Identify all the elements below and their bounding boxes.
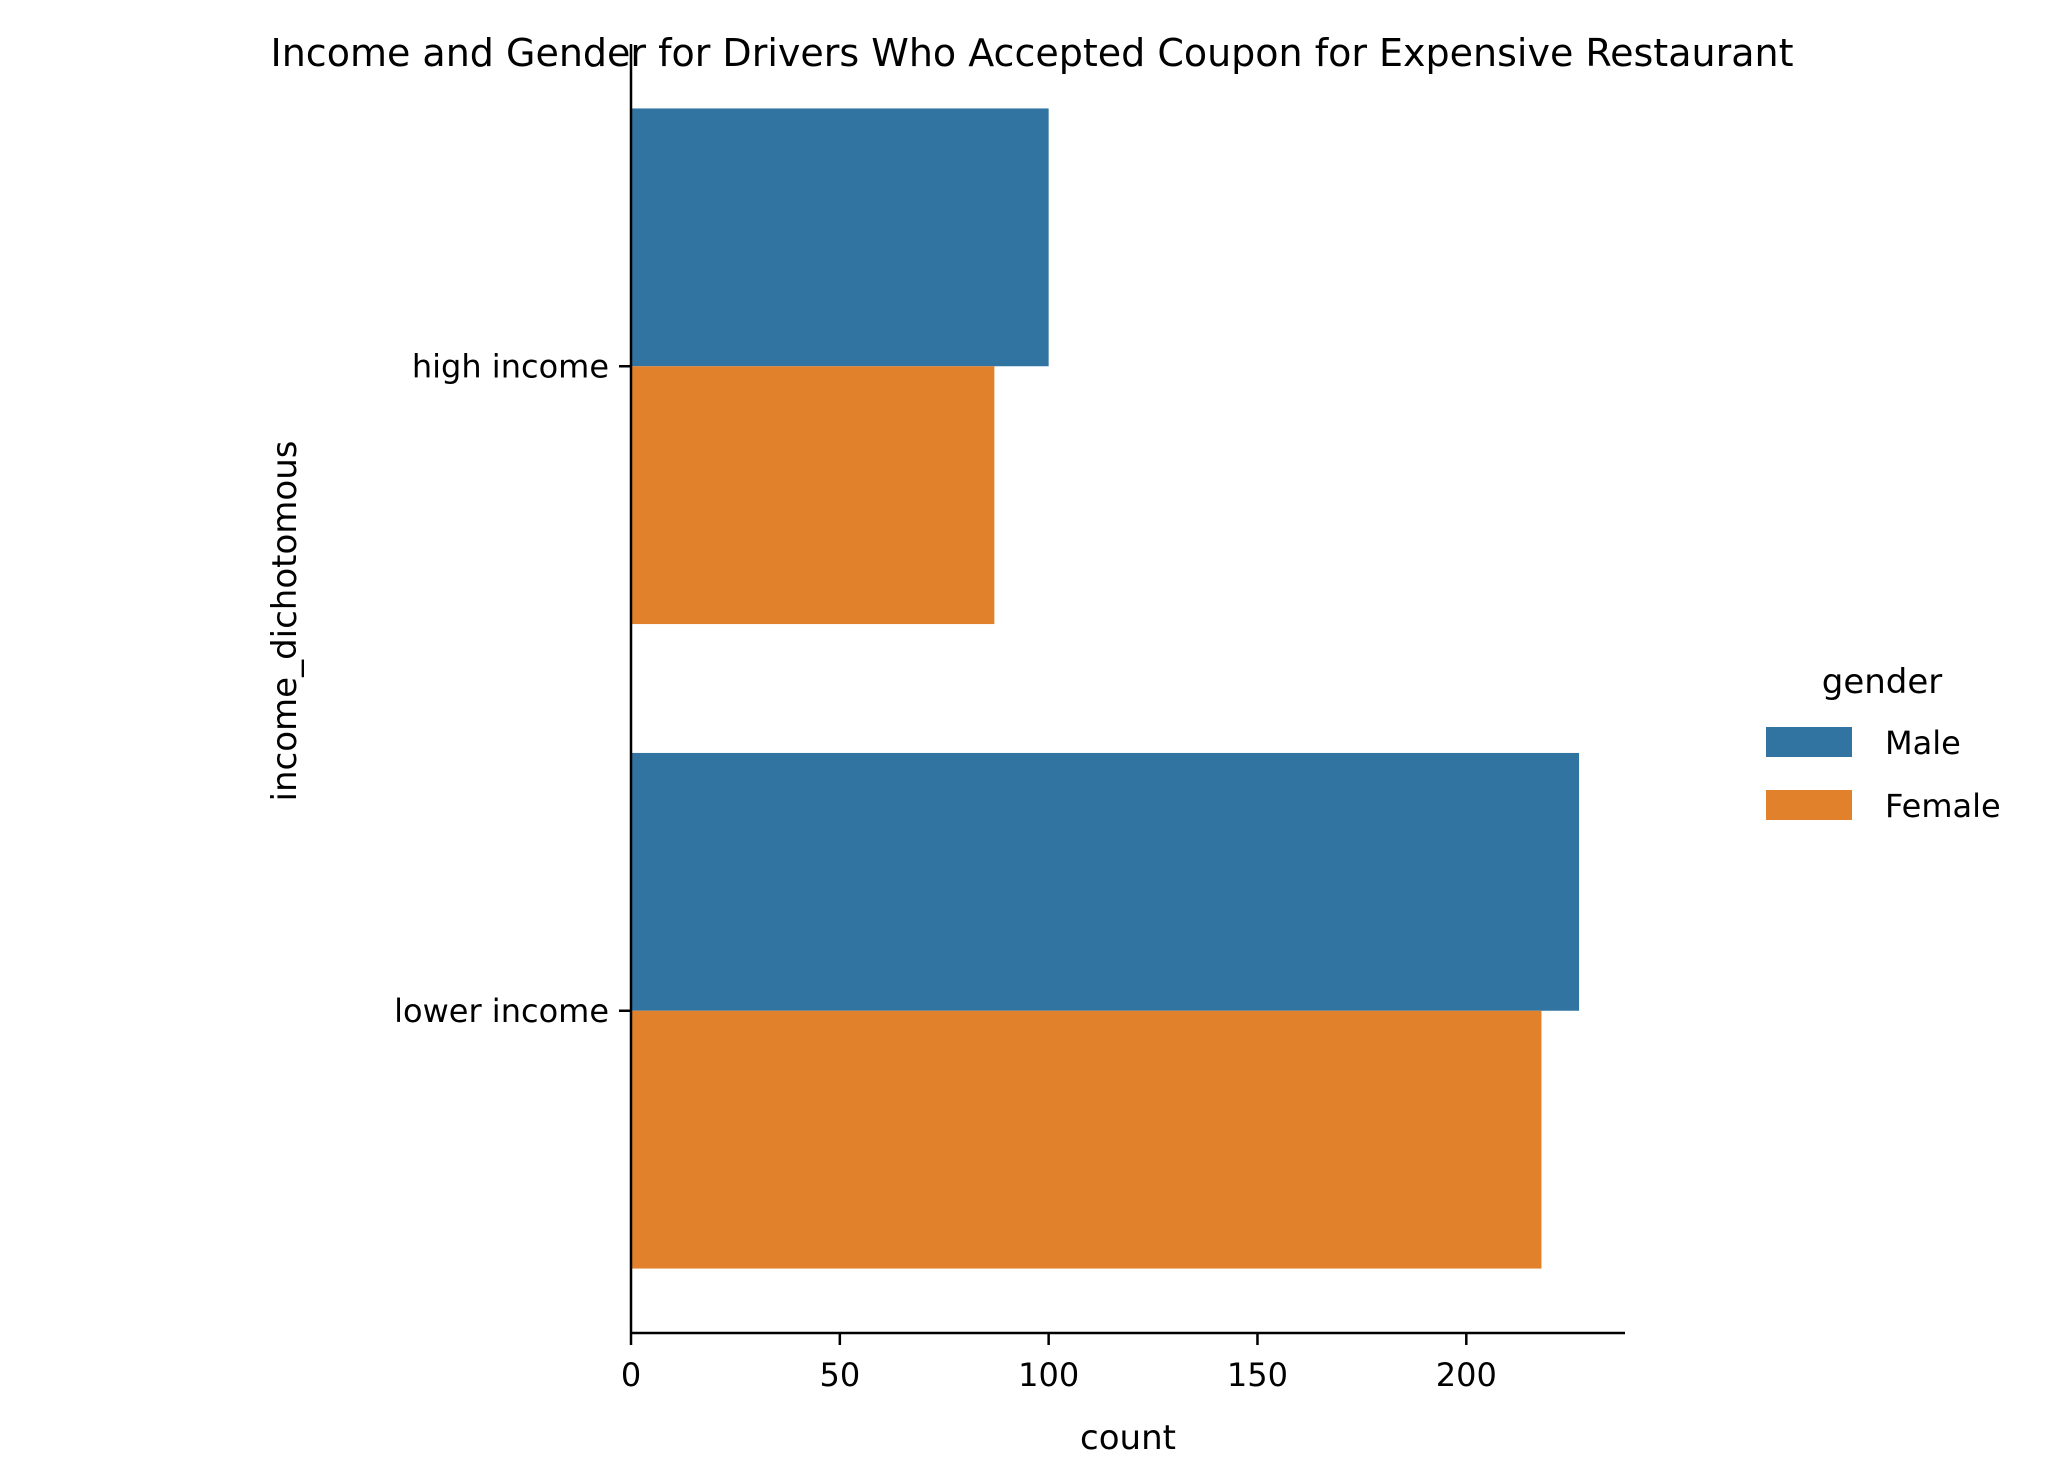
x-tick-label: 50 bbox=[819, 1356, 860, 1394]
x-tick-label: 100 bbox=[1018, 1356, 1079, 1394]
chart-title: Income and Gender for Drivers Who Accept… bbox=[271, 31, 1794, 75]
x-ticks: 0 50 100 150 200 bbox=[621, 1333, 1497, 1394]
bar-female-high-income bbox=[631, 366, 995, 625]
x-tick-label: 150 bbox=[1227, 1356, 1288, 1394]
x-tick-label: 0 bbox=[621, 1356, 641, 1394]
legend-swatch-female bbox=[1766, 790, 1852, 820]
x-axis-label: count bbox=[1080, 1418, 1176, 1458]
bars bbox=[631, 108, 1580, 1269]
bar-male-lower-income bbox=[631, 752, 1580, 1011]
bar-female-lower-income bbox=[631, 1010, 1542, 1269]
legend-label-male: Male bbox=[1885, 724, 1961, 762]
y-ticks: high income lower income bbox=[394, 347, 631, 1030]
legend-title: gender bbox=[1822, 662, 1943, 702]
legend-label-female: Female bbox=[1885, 787, 2001, 825]
legend: gender Male Female bbox=[1766, 662, 2001, 825]
bar-male-high-income bbox=[631, 108, 1049, 367]
x-tick-label: 200 bbox=[1436, 1356, 1497, 1394]
y-tick-label: lower income bbox=[394, 992, 609, 1030]
y-tick-label: high income bbox=[412, 347, 609, 385]
legend-swatch-male bbox=[1766, 727, 1852, 757]
y-axis-label: income_dichotomous bbox=[265, 441, 305, 802]
